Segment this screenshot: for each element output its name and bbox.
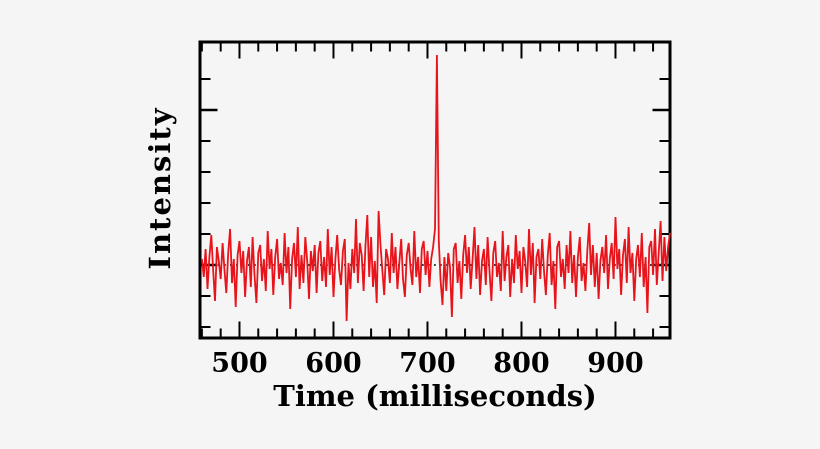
x-tick-label-500: 500 <box>211 348 268 379</box>
x-tick-label-600: 600 <box>305 348 362 379</box>
x-tick-label-800: 800 <box>493 348 550 379</box>
plot-frame <box>198 40 672 340</box>
intensity-trace-line <box>201 54 671 322</box>
x-tick-label-900: 900 <box>587 348 644 379</box>
y-axis-title: Intensity <box>143 106 177 270</box>
x-tick-label-700: 700 <box>399 348 456 379</box>
x-axis-title: Time (milliseconds) <box>273 379 597 413</box>
